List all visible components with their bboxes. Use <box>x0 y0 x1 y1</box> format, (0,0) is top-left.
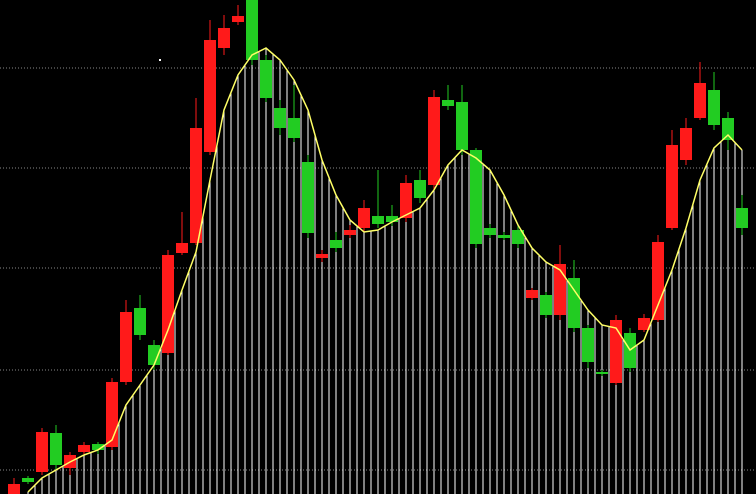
candle-body <box>414 180 426 198</box>
candle-body <box>722 118 734 140</box>
candle-body <box>50 433 62 465</box>
candle-body <box>568 278 580 328</box>
candle-body <box>148 345 160 365</box>
candle-body <box>582 328 594 362</box>
ma-line <box>27 47 743 493</box>
candle-body <box>302 162 314 233</box>
candle-body <box>162 255 174 353</box>
candle-body <box>456 102 468 150</box>
candle-body <box>512 230 524 244</box>
candle-body <box>638 318 650 330</box>
candle-body <box>36 432 48 472</box>
candle-body <box>330 240 342 248</box>
candle-body <box>120 312 132 382</box>
candle-body <box>596 372 608 374</box>
candle-body <box>218 28 230 48</box>
candle-body <box>666 145 678 228</box>
candle-body <box>680 128 692 160</box>
candle-body <box>470 150 482 244</box>
candle-body <box>372 216 384 224</box>
candle-body <box>260 60 272 98</box>
candle-body <box>176 243 188 253</box>
candle-body <box>652 242 664 320</box>
candle-body <box>288 118 300 138</box>
candle-body <box>344 230 356 235</box>
candle-body <box>106 382 118 447</box>
candle-body <box>400 183 412 218</box>
candle-body <box>484 228 496 235</box>
marker-dot <box>159 59 161 61</box>
candle-body <box>22 478 34 482</box>
candle-body <box>708 90 720 125</box>
candle-body <box>540 295 552 315</box>
candle-body <box>316 254 328 258</box>
candle-body <box>232 16 244 22</box>
candle-body <box>204 40 216 152</box>
candle-body <box>78 445 90 452</box>
candle-body <box>610 320 622 383</box>
candle-body <box>442 100 454 106</box>
candle-body <box>274 108 286 128</box>
candle-body <box>358 208 370 228</box>
candle-body <box>498 235 510 238</box>
candle-body <box>428 97 440 185</box>
candle-body <box>246 0 258 60</box>
candle-body <box>554 264 566 315</box>
candle-body <box>386 216 398 222</box>
candle-body <box>736 208 748 228</box>
candle-body <box>526 290 538 298</box>
candle-body <box>8 484 20 494</box>
candle-body <box>134 308 146 335</box>
candle-body <box>92 444 104 450</box>
candle-body <box>190 128 202 243</box>
candle-body <box>694 83 706 118</box>
